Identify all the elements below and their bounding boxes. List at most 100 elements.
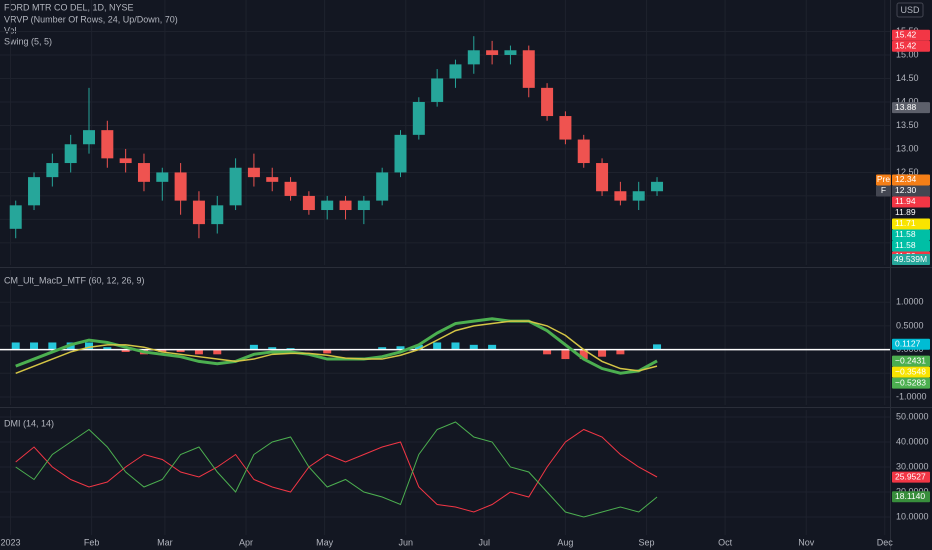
histogram-bar: [121, 349, 130, 352]
candle-body: [486, 50, 499, 55]
symbol-title: FORD MTR CO DEL, 1D, NYSE: [4, 2, 134, 12]
histogram-bar: [249, 344, 258, 350]
candle-body: [321, 200, 334, 211]
histogram-bar: [469, 344, 478, 350]
candle-body: [101, 130, 114, 159]
price-tag-label: 12.34: [895, 174, 917, 184]
y-tick-label: 12.50: [896, 167, 919, 177]
x-tick-label: Oct: [718, 537, 733, 547]
histogram-bar: [176, 349, 185, 352]
price-tag-label: −0.3548: [895, 366, 926, 376]
price-tag: [892, 471, 930, 483]
histogram-bar: [561, 349, 570, 360]
candle-body: [28, 177, 41, 206]
candle-body: [522, 50, 535, 88]
y-tick-label: 13.00: [896, 143, 919, 153]
y-tick-label: 13.50: [896, 120, 919, 130]
histogram-bar: [378, 347, 387, 350]
candle-body: [229, 167, 242, 206]
histogram-bar: [451, 342, 460, 350]
currency[interactable]: USD: [900, 5, 920, 15]
candle-body: [541, 87, 554, 117]
candle-body: [192, 200, 205, 225]
price-tag-label: 0.1127: [895, 338, 921, 348]
price-tag: [892, 491, 930, 503]
price-tag-label: 11.58: [895, 240, 916, 250]
candle-body: [431, 78, 444, 102]
candle-body: [449, 64, 462, 79]
volume-tag-label: 49.539M: [894, 254, 927, 264]
candle-body: [614, 191, 627, 201]
histogram-bar: [598, 349, 607, 357]
price-tag-label: 12.30: [895, 185, 917, 195]
price-tag-prefix: [876, 185, 891, 197]
histogram-bar: [543, 349, 552, 355]
price-tag: [892, 218, 930, 230]
candle-body: [376, 172, 389, 201]
histogram-bar: [30, 342, 39, 350]
series-line: [15, 428, 658, 513]
candle-body: [577, 139, 590, 164]
histogram-bar: [194, 349, 203, 355]
x-tick-label: Jul: [479, 537, 491, 547]
x-tick-label: Apr: [239, 537, 253, 547]
price-tag-label: 13.88: [895, 102, 917, 112]
price-tag-label: 15.42: [895, 29, 917, 39]
x-tick-label: May: [316, 537, 334, 547]
candle-body: [467, 50, 480, 65]
price-tag: [892, 185, 930, 197]
price-tag: [892, 196, 930, 208]
candle-body: [156, 172, 169, 182]
series-line: [15, 317, 658, 375]
candle-body: [64, 144, 77, 164]
price-tag-label: 11.71: [895, 218, 916, 228]
x-tick-label: Feb: [84, 537, 100, 547]
candle-body: [284, 181, 297, 196]
candle-body: [394, 134, 407, 173]
price-tag-prefix-text: F: [881, 185, 886, 195]
x-tick-label: Mar: [157, 537, 173, 547]
x-tick-label: Aug: [557, 537, 573, 547]
y-tick-label: 30.0000: [896, 461, 929, 471]
y-tick-label: 14.00: [896, 96, 919, 106]
x-tick-label: Nov: [798, 537, 815, 547]
price-tag-label: −0.5283: [895, 377, 926, 387]
price-tag: [892, 366, 930, 378]
x-tick-label: Sep: [639, 537, 655, 547]
y-tick-label: -1.0000: [896, 391, 927, 401]
histogram-bar: [85, 342, 93, 350]
histogram-bar: [396, 346, 405, 350]
histogram-bar: [213, 349, 222, 355]
candle-body: [412, 101, 425, 135]
price-tag-label: 11.94: [895, 196, 916, 206]
histogram-bar: [323, 349, 332, 354]
indicator-title: DMI (14, 14): [4, 418, 54, 428]
price-tag-label: 11.89: [895, 207, 916, 217]
histogram-bar: [414, 344, 423, 350]
candle-body: [651, 181, 664, 192]
candle-body: [357, 200, 370, 211]
histogram-bar: [268, 347, 277, 350]
candle-body: [137, 163, 150, 182]
histogram-bar: [579, 349, 588, 360]
candle-body: [247, 167, 260, 178]
candle-body: [302, 195, 315, 211]
price-tag-prefix: [876, 174, 891, 186]
price-tag: [892, 207, 930, 219]
x-tick-label: 2023: [0, 537, 20, 547]
price-tag-label: −0.2431: [895, 355, 926, 365]
histogram-bar: [653, 344, 662, 350]
x-tick-label: Jun: [398, 537, 413, 547]
histogram-bar: [11, 342, 20, 350]
price-tag: [892, 29, 930, 41]
candle-body: [504, 50, 517, 55]
y-tick-label: 14.50: [896, 73, 919, 83]
histogram-bar: [48, 342, 57, 350]
candle-body: [9, 205, 22, 229]
y-tick-label: 50.0000: [896, 411, 929, 421]
candle-body: [211, 205, 224, 225]
price-tag: [892, 102, 930, 114]
indicator-title: CM_Ult_MacD_MTF (60, 12, 26, 9): [4, 275, 145, 285]
currency-button[interactable]: [896, 2, 924, 18]
